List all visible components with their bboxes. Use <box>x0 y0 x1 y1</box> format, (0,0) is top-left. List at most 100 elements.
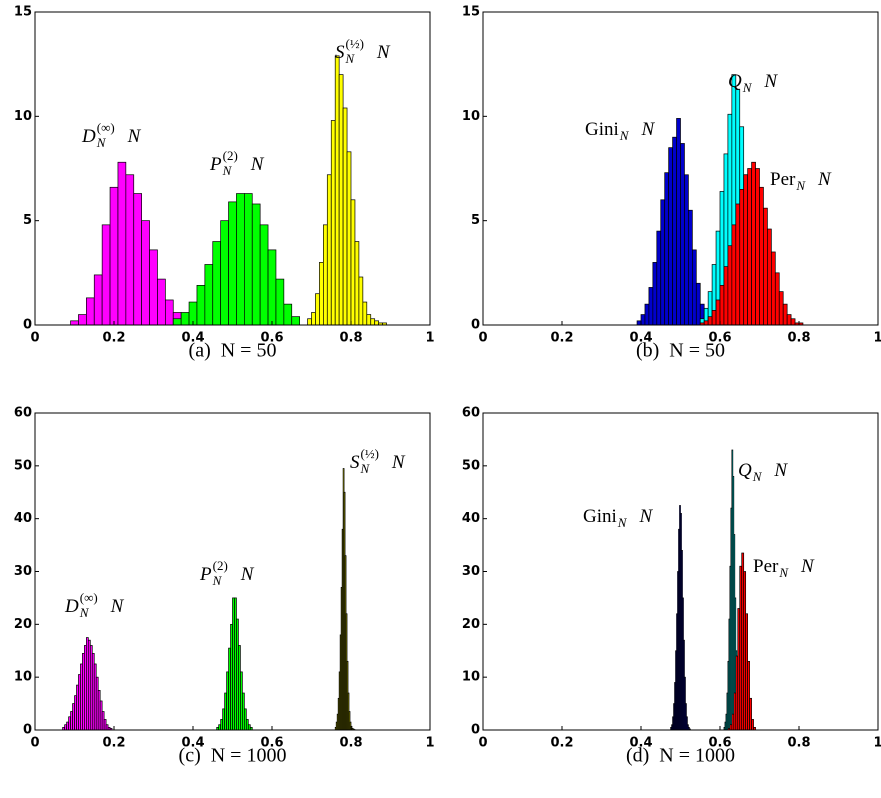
histogram-bar <box>157 278 166 326</box>
x-tick-label: 0.6 <box>260 331 283 346</box>
annotation-base: P <box>209 154 222 175</box>
annotation: P N(2) N <box>209 148 265 178</box>
x-tick-label: 0.4 <box>181 736 204 751</box>
x-tick-label: 0 <box>478 736 487 751</box>
annotation-after: N <box>763 71 778 92</box>
annotation-sub: N <box>619 128 630 143</box>
histogram-bar <box>743 174 749 326</box>
histogram-bar <box>747 168 752 326</box>
x-tick-label: 0 <box>30 736 39 751</box>
histogram-bar <box>350 199 356 326</box>
annotation-base: Gini <box>583 506 617 527</box>
annotation-sub: N <box>345 51 356 66</box>
histogram-bar <box>723 266 729 326</box>
x-tick-label: 1 <box>425 331 434 346</box>
histogram-bar <box>782 303 788 326</box>
y-tick-label: 40 <box>462 511 480 526</box>
annotation-after: N <box>638 506 653 527</box>
y-tick-label: 0 <box>471 723 480 738</box>
x-tick-label: 0.2 <box>550 331 573 346</box>
caption: (a) N = 50 <box>189 340 277 362</box>
histogram-bar <box>251 203 261 326</box>
axes-frame <box>482 11 879 326</box>
histogram-bar <box>315 293 320 326</box>
x-tick-label: 0.2 <box>102 331 125 346</box>
y-tick-label: 60 <box>462 406 480 421</box>
x-tick-label: 0.6 <box>260 736 283 751</box>
histogram-bar <box>330 120 336 326</box>
histogram-bar <box>774 272 780 326</box>
histogram-bar <box>672 136 677 326</box>
annotation-base: Per <box>753 556 779 577</box>
annotation-base: Q <box>738 460 752 481</box>
y-tick-label: 20 <box>462 617 480 632</box>
y-tick-label: 30 <box>462 564 480 579</box>
annotation-after: N <box>773 460 788 481</box>
annotation: Per N N <box>770 169 832 193</box>
histogram-bar <box>93 274 103 326</box>
histogram-bar <box>220 220 229 326</box>
histogram-bar <box>719 285 725 326</box>
annotation-sub: N <box>212 573 223 588</box>
histogram-bar <box>770 251 776 326</box>
annotation-after: N <box>391 452 406 473</box>
y-tick-label: 50 <box>14 458 32 473</box>
y-tick-label: 15 <box>14 5 32 20</box>
histogram-bar <box>172 318 182 326</box>
histogram-bar <box>319 262 324 326</box>
annotation-sub: N <box>96 135 107 150</box>
annotation-base: D <box>81 126 96 147</box>
histogram-bar <box>707 316 713 326</box>
histogram-bar <box>735 203 741 326</box>
histogram-bar <box>366 314 372 326</box>
x-tick-label: 0.8 <box>787 331 810 346</box>
annotation-after: N <box>127 126 142 147</box>
histogram-bar <box>307 318 312 326</box>
annotation-sup: (∞) <box>97 120 115 135</box>
histogram-bar <box>149 249 158 326</box>
annotation-sub: N <box>742 80 753 95</box>
panel: 0 10 20 30 40 50 60 0 0.2 0.4 0.6 0.8 1 (c) N = 1000 D… <box>14 406 435 767</box>
histogram-bar <box>291 316 301 326</box>
histogram-bar <box>684 174 689 326</box>
axes-frame <box>34 11 431 326</box>
histogram-bar <box>644 303 650 326</box>
histogram-bar <box>346 151 352 326</box>
histogram-bar <box>326 174 332 326</box>
annotation-base: D <box>64 596 79 617</box>
histogram-bar <box>715 299 721 326</box>
annotation-base: S <box>335 42 345 63</box>
histogram-bar <box>786 314 792 326</box>
annotation-base: Q <box>728 71 742 92</box>
histogram-bar <box>196 285 206 326</box>
y-tick-label: 0 <box>23 318 32 333</box>
histogram-bar <box>165 299 174 326</box>
x-tick-label: 0.2 <box>102 736 125 751</box>
histogram-bar <box>358 276 364 326</box>
annotation-sub: N <box>778 565 789 580</box>
y-tick-label: 10 <box>14 109 32 124</box>
histogram-bar <box>228 201 237 326</box>
x-tick-label: 0.8 <box>339 331 362 346</box>
histogram-bar <box>664 172 670 326</box>
histogram-bar <box>652 262 658 326</box>
histogram-bar <box>759 186 764 326</box>
histogram-bar <box>180 312 190 326</box>
annotation: D N(∞) N <box>64 590 125 620</box>
annotation: D N(∞) N <box>81 120 142 150</box>
histogram-bar <box>660 199 666 326</box>
histogram-bar <box>711 310 717 326</box>
histogram-bar <box>676 118 681 326</box>
annotation-after: N <box>817 169 832 190</box>
x-tick-label: 0.4 <box>181 331 204 346</box>
annotation-after: N <box>240 564 255 585</box>
annotation: S N(½) N <box>335 36 391 66</box>
histogram-bar <box>236 193 245 326</box>
x-tick-label: 0.8 <box>339 736 362 751</box>
histogram-bar <box>790 318 796 326</box>
histogram-bar <box>778 291 784 326</box>
x-tick-label: 0 <box>478 331 487 346</box>
histogram-bar <box>117 161 127 326</box>
